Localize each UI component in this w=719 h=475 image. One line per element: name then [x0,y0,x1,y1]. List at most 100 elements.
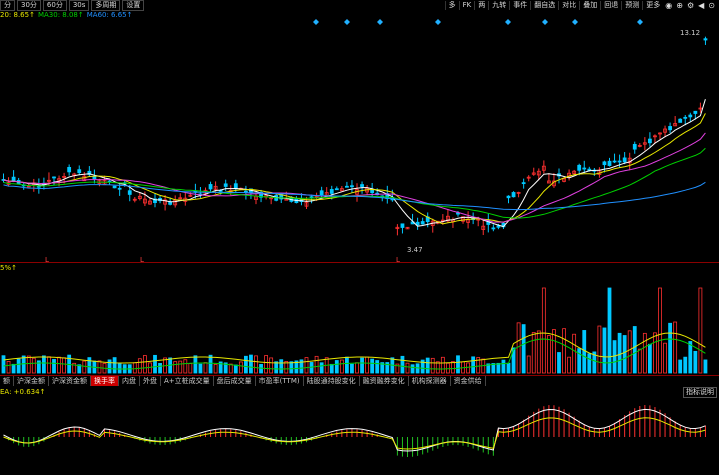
volume-bar [62,357,66,374]
volume-bar [112,357,117,374]
candle-body [405,226,410,230]
candle-body [673,123,678,127]
candle-body [163,199,168,205]
volume-bar [375,360,380,374]
tab-margin-change[interactable]: 融资融券变化 [360,376,409,386]
volume-bar [31,357,36,374]
multi-period-button[interactable]: 多周期 [91,0,121,11]
zoom-icon[interactable]: ⊙ [708,1,715,10]
compare-button[interactable]: 对比 [558,1,579,10]
candle-body [47,179,51,182]
candle-body [653,135,657,138]
more-button[interactable]: 更多 [642,1,663,10]
tab-outer[interactable]: 外盘 [140,376,161,386]
gear-icon[interactable]: ⚙ [686,1,695,10]
candle-body [319,190,324,196]
rewind-button[interactable]: 回退 [600,1,621,10]
target-icon[interactable]: ⊕ [676,1,683,10]
candle-body [703,38,708,41]
candle-body [531,172,536,175]
candle-body [395,226,400,230]
tab-hs-fund-amount[interactable]: 沪深资金额 [49,376,91,386]
volume-divider [0,262,719,263]
volume-bar [350,363,354,374]
dea-line [3,417,706,450]
volume-bar [6,361,11,374]
tab-northbound-holding[interactable]: 陆股通持股变化 [304,376,360,386]
volume-bar [632,326,637,374]
candle-body [420,221,425,225]
volume-bar [254,355,258,374]
toolbar-right: 多 FK 两 九转 事件 翻自选 对比 叠加 回退 预测 更多 ◉ ⊕ ⚙ ◀ … [444,0,717,11]
volume-bar [289,361,294,374]
volume-bar [1,355,6,374]
candle-body [127,190,132,195]
volume-bar [380,362,385,374]
ma20-label: 20: 8.65↑ [0,11,35,19]
volume-bar [82,360,87,374]
eye-icon[interactable]: ◉ [665,1,673,10]
low-price-label: 3.47 [407,246,423,254]
volume-bar [516,322,521,374]
two-button[interactable]: 两 [474,1,488,10]
volume-bar [97,360,102,374]
volume-bar [476,357,481,374]
multi-button[interactable]: 多 [444,1,459,10]
event-button[interactable]: 事件 [509,1,530,10]
volume-bar [668,322,672,374]
tab-after-hours-volume[interactable]: 盘后成交量 [214,376,256,386]
volume-bar [158,363,162,374]
tab-fund-supply[interactable]: 资金供给 [451,376,486,386]
tab-turnover[interactable]: 换手率 [91,376,119,386]
tab-institution-detector[interactable]: 机构探测器 [409,376,451,386]
volume-bar [456,355,460,374]
event-marker-icon [435,19,441,25]
period-min-button[interactable]: 分 [0,0,15,11]
volume-bar [243,355,248,374]
settings-button[interactable]: 设置 [122,0,145,11]
volume-bar [466,362,471,374]
tab-pe-ttm[interactable]: 市盈率(TTM) [256,376,304,386]
volume-bar [562,328,566,374]
volume-bar [259,363,263,374]
candle-body [92,176,97,180]
speaker-icon[interactable]: ◀ [698,1,705,10]
volume-bar [506,362,511,374]
volume-bar [663,342,667,374]
tab-pile-volume[interactable]: A+立桩成交量 [161,376,214,386]
volume-bar [16,358,21,374]
volume-bar [698,287,703,374]
period-30min-button[interactable]: 30分 [17,0,41,11]
candle-body [350,185,354,188]
overlay-button[interactable]: 叠加 [579,1,600,10]
volume-bar [420,359,425,374]
indicator-help-button[interactable]: 指标说明 [683,387,717,398]
volume-bar [572,333,577,374]
indicator-tabs: 额 沪深金额 沪深资金额 换手率 内盘 外盘 A+立桩成交量 盘后成交量 市盈率… [0,376,486,386]
tab-amount[interactable]: 额 [0,376,14,386]
candle-body [329,189,334,194]
tab-hs-amount[interactable]: 沪深金额 [14,376,49,386]
volume-bar [400,355,405,374]
candle-body [516,191,521,194]
volume-bar [526,355,531,374]
candle-body [243,190,248,193]
add-watchlist-button[interactable]: 翻自选 [530,1,558,10]
forecast-button[interactable]: 预测 [621,1,642,10]
volume-bar [451,361,455,374]
candle-body [57,178,61,181]
fk-button[interactable]: FK [458,1,475,10]
tab-inner[interactable]: 内盘 [119,376,140,386]
volume-bar [648,343,652,374]
period-30s-button[interactable]: 30s [68,0,90,11]
candle-body [309,196,314,199]
period-60min-button[interactable]: 60分 [42,0,67,11]
volume-bar [339,359,344,374]
volume-bar [269,357,274,374]
volume-bar [531,332,536,374]
volume-bar [183,359,188,374]
jiuzhuan-button[interactable]: 九转 [488,1,509,10]
volume-bar [471,356,476,374]
candle-body [693,110,698,114]
